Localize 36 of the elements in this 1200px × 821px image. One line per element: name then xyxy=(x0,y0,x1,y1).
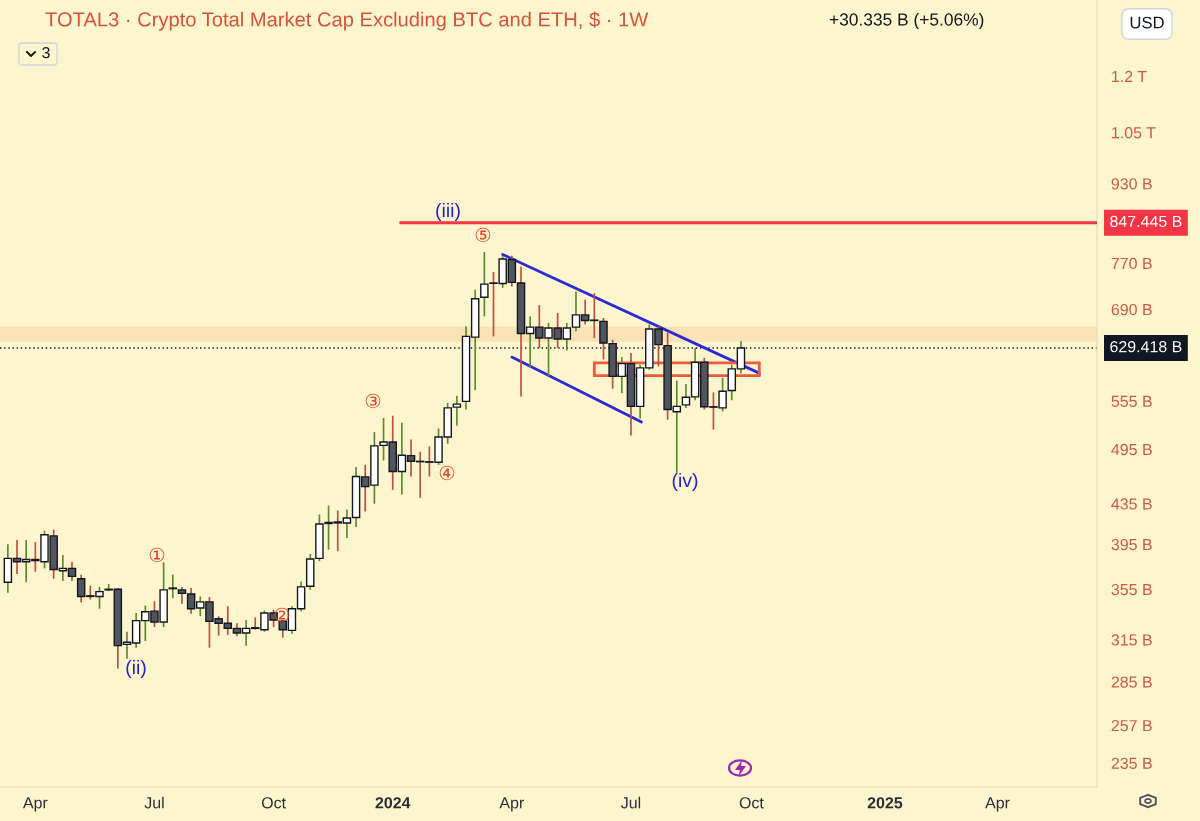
annotation: ⑤ xyxy=(475,227,491,243)
x-tick-label: Apr xyxy=(499,797,525,812)
y-tick-label: 435 B xyxy=(1111,498,1152,510)
x-tick-label: Jul xyxy=(144,796,164,809)
text: TOTAL3 · Crypto Total Market Cap Excluding BTC and ETH, $ · 1W xyxy=(45,11,649,31)
text: +30.335 B (+5.06%) xyxy=(829,12,984,30)
y-tick-label: 257 B xyxy=(1111,719,1152,732)
x-tick-label: Oct xyxy=(739,797,764,809)
y-tick-label: 355 B xyxy=(1111,583,1152,596)
annotation: 3 xyxy=(42,46,50,59)
x-tick-label: Apr xyxy=(985,797,1010,812)
x-tick-label: 2025 xyxy=(867,797,903,809)
y-tick-label: 1.2 T xyxy=(1112,70,1147,82)
y-tick-label: 395 B xyxy=(1111,538,1152,551)
data-label: 847.445 B xyxy=(1110,215,1182,228)
x-tick-label: Jul xyxy=(621,796,641,809)
y-tick-label: 770 B xyxy=(1111,257,1152,270)
text: USD xyxy=(1130,16,1164,29)
annotation: ③ xyxy=(365,393,381,409)
y-tick-label: 235 B xyxy=(1111,757,1152,769)
annotation: (ii) xyxy=(126,659,146,679)
annotation: (iii) xyxy=(436,202,460,222)
ref-line-label: 629.418 B xyxy=(1110,341,1182,353)
y-tick-label: 930 B xyxy=(1111,178,1152,190)
x-tick-label: 2024 xyxy=(375,797,411,809)
y-tick-label: 495 B xyxy=(1111,443,1152,456)
y-tick-label: 1.05 T xyxy=(1112,127,1156,139)
x-tick-label: Apr xyxy=(22,797,48,812)
y-tick-label: 555 B xyxy=(1111,395,1152,407)
annotation: ④ xyxy=(439,465,455,481)
x-tick-label: Oct xyxy=(261,797,286,809)
y-tick-label: 690 B xyxy=(1111,303,1152,316)
annotation: ① xyxy=(149,547,165,563)
annotation: (iv) xyxy=(672,472,698,492)
y-tick-label: 315 B xyxy=(1111,634,1152,646)
y-tick-label: 285 B xyxy=(1111,676,1152,688)
